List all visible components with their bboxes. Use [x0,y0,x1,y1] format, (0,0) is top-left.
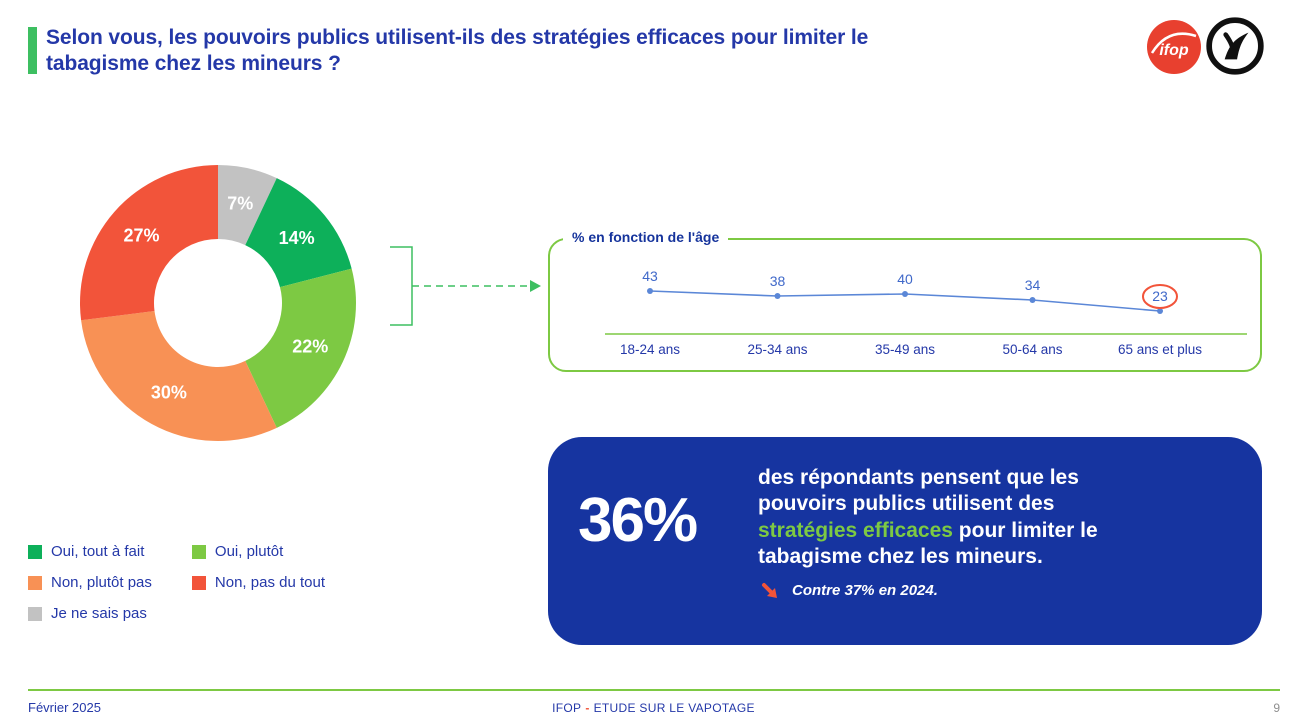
data-point [1157,308,1163,314]
title-accent-bar [28,27,37,74]
legend-swatch-icon [28,544,42,559]
data-point [902,291,908,297]
data-point [1029,297,1036,303]
slide-title-line2: tabagisme chez les mineurs ? [46,52,341,76]
donut-value-label: 14% [279,228,315,248]
connector-arrow [390,246,541,326]
callout-text: des répondants pensent que les pouvoirs p… [758,466,1098,569]
donut-value-label: 7% [227,193,253,213]
slide-title: Selon vous, les pouvoirs publics utilise… [46,25,868,77]
page-number: 9 [1273,701,1280,715]
down-right-arrow-icon [762,582,777,598]
note-row: Contre 37% en 2024. [758,581,1238,601]
legend-swatch-icon [28,575,42,590]
data-point [647,288,653,294]
footer-brand: IFOP [552,701,582,715]
partner-logo [1206,17,1264,75]
donut-segment [218,165,277,246]
value-label: 38 [770,273,786,289]
category-label: 18-24 ans [620,342,680,357]
age-line-chart: 43 18-24 ans 38 25-34 ans 40 35-49 ans 34 50-64… [605,268,1247,357]
legend-swatch-icon [28,606,42,621]
donut-chart: 7% 14% 22% 30% 27% [80,165,356,442]
category-label: 65 ans et plus [1118,342,1202,357]
value-label: 40 [897,271,913,287]
category-label: 50-64 ans [1002,342,1062,357]
category-label: 25-34 ans [747,342,807,357]
value-label: 34 [1025,277,1041,293]
slide-title-line1: Selon vous, les pouvoirs publics utilise… [46,26,869,49]
category-label: 35-49 ans [875,342,935,357]
legend-label: Oui, plutôt [214,543,284,560]
donut-value-label: 22% [292,336,328,356]
legend-item: Oui, tout à fait [28,543,152,560]
footer-separator: - [585,701,590,715]
footer-date: Février 2025 [28,700,101,715]
arrow-head-icon [530,280,541,292]
donut-segment [245,268,356,428]
donut-value-label: 27% [123,226,159,246]
legend-item: Oui, plutôt [191,543,325,560]
legend-swatch-icon [191,575,206,590]
value-label: 23 [1152,288,1168,304]
donut-value-label: 30% [151,382,187,402]
legend-item: Non, plutôt pas [28,574,152,591]
data-point [774,293,781,299]
legend-item: Non, pas du tout [191,574,325,591]
footer-divider [28,689,1280,691]
footer-study-name: ETUDE SUR LE VAPOTAGE [593,701,755,715]
highlighted-text: stratégies efficaces [758,518,953,542]
callout-note: Contre 37% en 2024. [792,582,938,600]
donut-segment [80,165,218,321]
summary-callout: 36% des répondants pensent que les pouvoi… [548,437,1262,645]
value-label: 43 [642,268,658,284]
highlight-circle [1142,284,1178,309]
stat-value: 36% [578,486,698,555]
legend-label: Non, plutôt pas [51,574,152,591]
age-chart-panel: % en fonction de l'âge 43 18-24 ans 38 25-3… [548,229,1262,372]
donut-legend: Oui, tout à fait Non, plutôt pas Je ne sai… [28,543,325,622]
callout-body: des répondants pensent que les pouvoirs p… [758,463,1238,625]
footer-study-title: IFOP - ETUDE SUR LE VAPOTAGE [0,701,1307,715]
legend-swatch-icon [191,544,206,559]
age-chart-title: % en fonction de l'âge [563,229,729,245]
donut-segment [81,311,277,442]
donut-segment [245,178,352,288]
ifop-logo-text: ifop [1159,42,1189,59]
legend-label: Non, pas du tout [214,574,325,591]
legend-label: Oui, tout à fait [51,543,145,560]
legend-item: Je ne sais pas [28,605,152,622]
ifop-logo: ifop [1147,20,1201,74]
legend-label: Je ne sais pas [51,605,147,622]
